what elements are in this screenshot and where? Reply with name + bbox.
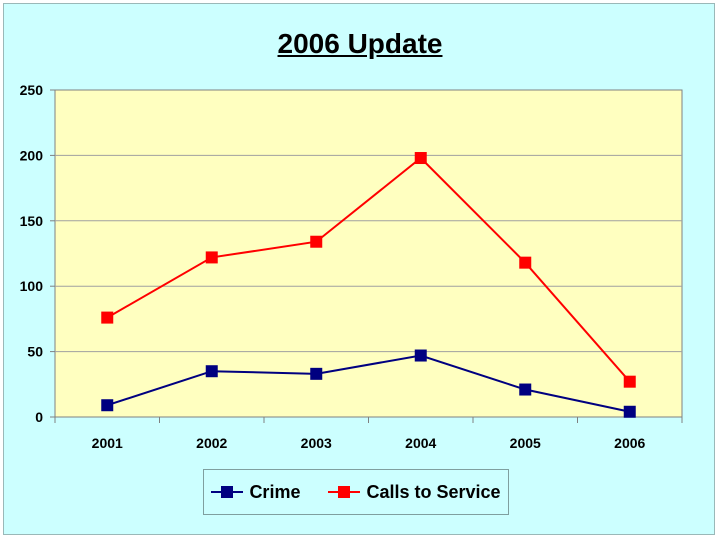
legend-swatch-calls-to-service bbox=[328, 485, 361, 499]
point-calls-to-service-2005 bbox=[519, 256, 532, 269]
legend-label-crime: Crime bbox=[249, 481, 301, 502]
series-line-calls-to-service bbox=[106, 156, 631, 383]
legend-label-calls-to-service: Calls to Service bbox=[366, 481, 501, 502]
x-axis: 2001 2002 2003 2004 2005 2006 bbox=[54, 417, 683, 451]
legend-item-calls-to-service: Calls to Service bbox=[328, 481, 501, 503]
point-crime-2005 bbox=[519, 383, 532, 396]
x-tick-label-2001: 2001 bbox=[92, 435, 123, 451]
point-crime-2006 bbox=[623, 405, 636, 418]
chart-title: 2006 Update bbox=[277, 28, 443, 59]
y-tick-label-50: 50 bbox=[27, 344, 43, 360]
x-tick-label-2005: 2005 bbox=[510, 435, 541, 451]
x-tick-label-2002: 2002 bbox=[196, 435, 227, 451]
point-crime-2002 bbox=[205, 365, 218, 378]
y-tick-label-200: 200 bbox=[20, 147, 44, 163]
y-tick-label-250: 250 bbox=[20, 82, 44, 98]
series-group bbox=[101, 152, 636, 418]
point-crime-2001 bbox=[101, 399, 114, 412]
legend-item-crime: Crime bbox=[211, 482, 300, 503]
y-tick-label-150: 150 bbox=[20, 213, 44, 229]
point-calls-to-service-2006 bbox=[623, 375, 636, 388]
y-axis: 0 50 100 150 200 250 bbox=[20, 82, 55, 425]
point-calls-to-service-2004 bbox=[414, 152, 427, 165]
point-crime-2003 bbox=[310, 367, 323, 380]
legend-swatch-crime bbox=[211, 485, 244, 499]
plot-area bbox=[54, 89, 683, 418]
point-crime-2004 bbox=[414, 349, 427, 362]
series-line-crime bbox=[106, 354, 630, 413]
gridlines bbox=[55, 154, 682, 353]
x-tick-label-2003: 2003 bbox=[301, 435, 332, 451]
point-calls-to-service-2002 bbox=[205, 251, 218, 264]
point-calls-to-service-2003 bbox=[310, 235, 323, 248]
y-tick-label-100: 100 bbox=[20, 278, 44, 294]
y-tick-label-0: 0 bbox=[35, 409, 43, 425]
x-tick-label-2004: 2004 bbox=[405, 435, 436, 451]
legend: Crime Calls to Service bbox=[203, 469, 509, 515]
point-calls-to-service-2001 bbox=[101, 311, 114, 324]
x-tick-label-2006: 2006 bbox=[614, 435, 645, 451]
